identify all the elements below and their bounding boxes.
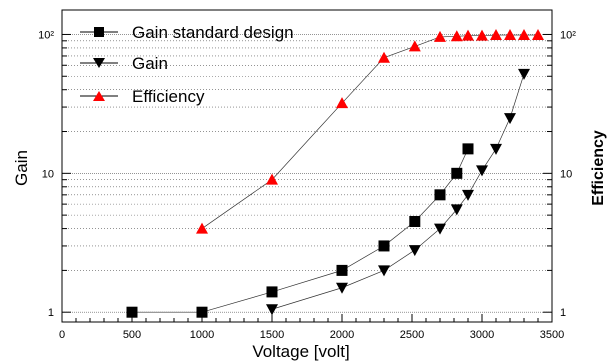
- legend-marker-square: [94, 27, 104, 37]
- data-point-triangle-down: [450, 204, 463, 216]
- series-triangle-down: [266, 68, 530, 316]
- x-tick-label: 1500: [260, 329, 284, 341]
- data-point-triangle-down: [504, 113, 516, 125]
- y-axis-title: Gain: [12, 150, 31, 186]
- legend-label-gain-standard: Gain standard design: [132, 23, 294, 42]
- data-point-triangle-down: [518, 68, 530, 80]
- data-point-square: [126, 306, 138, 318]
- data-point-triangle-down: [408, 245, 421, 257]
- legend-label-efficiency: Efficiency: [132, 87, 205, 106]
- x-tick-label: 3000: [470, 329, 494, 341]
- legend: Gain standard design Gain Efficiency: [80, 23, 294, 106]
- data-point-triangle-down: [490, 143, 502, 155]
- data-point-triangle-down: [378, 265, 390, 277]
- data-point-triangle-down: [336, 282, 348, 294]
- right-y-tick-label: 1: [560, 307, 566, 319]
- data-point-triangle-up: [434, 30, 446, 42]
- data-point-square: [266, 286, 278, 298]
- legend-marker-triangle-down: [93, 58, 105, 68]
- data-point-triangle-up: [504, 29, 516, 41]
- x-axis-title: Voltage [volt]: [252, 342, 349, 361]
- data-point-triangle-up: [532, 29, 544, 41]
- series-layer: [126, 29, 544, 318]
- grid-lines: [62, 34, 552, 313]
- series-triangle-up: [196, 29, 544, 234]
- right-y-tick-label: 10: [560, 168, 572, 180]
- series-line: [271, 73, 525, 310]
- plot-frame: [61, 9, 553, 323]
- y-tick-label: 1: [48, 307, 54, 319]
- y-tick-label: 10²: [38, 29, 54, 41]
- x-tick-label: 500: [123, 329, 141, 341]
- data-point-triangle-up: [462, 29, 474, 41]
- axes: 0 500 1000 1500 2000 2500 3000 3500 1 10 10² 1 10 10²: [38, 29, 576, 341]
- data-point-triangle-down: [476, 165, 488, 177]
- x-tick-label: 2500: [400, 329, 424, 341]
- data-point-square: [336, 264, 348, 276]
- data-point-square: [462, 143, 474, 155]
- right-y-tick-label: 10²: [560, 29, 576, 41]
- x-tick-label: 1000: [190, 329, 214, 341]
- data-point-square: [378, 240, 390, 252]
- data-point-triangle-up: [518, 29, 530, 41]
- data-point-triangle-down: [266, 304, 278, 316]
- legend-marker-triangle-up: [93, 91, 105, 101]
- x-tick-label: 2000: [330, 329, 354, 341]
- data-point-triangle-up: [490, 29, 502, 41]
- data-point-square: [451, 167, 463, 179]
- data-point-square: [196, 306, 208, 318]
- legend-label-gain: Gain: [132, 54, 168, 73]
- data-point-triangle-up: [266, 173, 278, 185]
- data-point-square: [409, 215, 421, 227]
- series-square: [126, 143, 474, 318]
- data-point-triangle-up: [408, 40, 421, 52]
- data-point-triangle-down: [462, 189, 474, 201]
- data-point-triangle-down: [434, 223, 446, 235]
- data-point-triangle-up: [336, 97, 348, 109]
- series-line: [201, 34, 538, 229]
- x-tick-label: 0: [59, 329, 65, 341]
- data-point-triangle-up: [378, 51, 390, 63]
- y-tick-label: 10: [42, 168, 54, 180]
- data-point-triangle-up: [450, 30, 463, 42]
- x-tick-label: 3500: [540, 329, 564, 341]
- right-y-axis-title: Efficiency: [590, 130, 607, 206]
- data-point-triangle-up: [196, 222, 208, 234]
- data-point-triangle-up: [476, 29, 488, 41]
- data-point-square: [434, 189, 446, 201]
